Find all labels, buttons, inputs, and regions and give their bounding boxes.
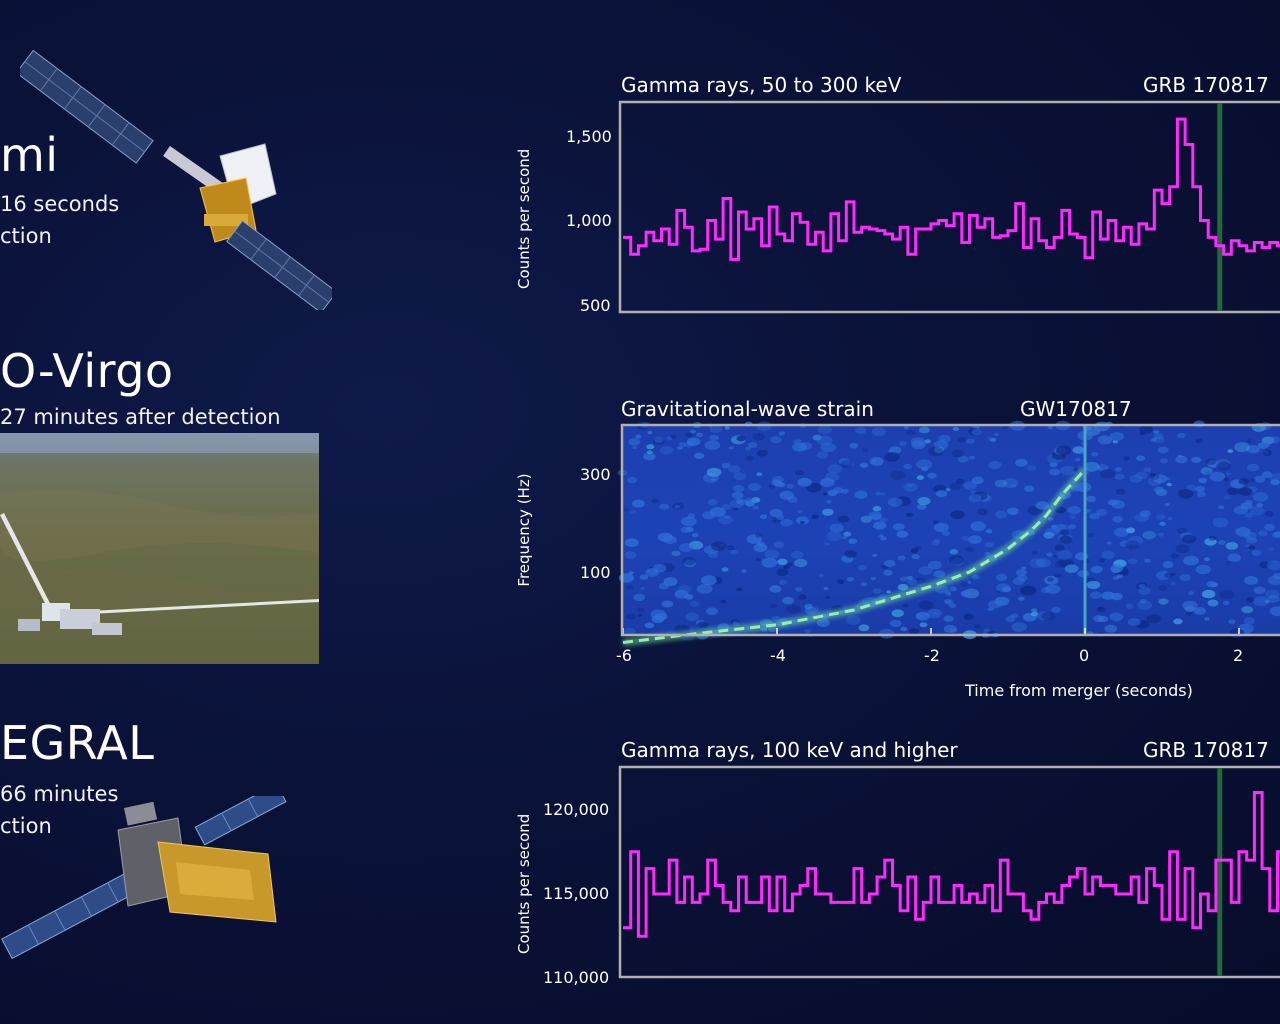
- chart2-ylabel: Frequency (Hz): [515, 473, 533, 587]
- ligo-virgo-title: O-Virgo: [0, 344, 174, 398]
- chart2-title: Gravitational-wave strain: [621, 397, 874, 421]
- spectrogram-noise: [617, 420, 1280, 641]
- chart3-ylabel: Counts per second: [515, 813, 533, 954]
- chart1-title: Gamma rays, 50 to 300 keV: [621, 73, 902, 97]
- chart3-title: Gamma rays, 100 keV and higher: [621, 738, 958, 762]
- fermi-title: mi: [0, 128, 59, 182]
- chart1-ytick-1500: 1,500: [566, 127, 612, 146]
- chart1-ytick-1000: 1,000: [566, 211, 612, 230]
- integral-subtitle-line-1: 66 minutes: [0, 782, 119, 806]
- chart2-xtick-neg2: -2: [924, 646, 940, 665]
- chart2-xtick-2: 2: [1233, 646, 1244, 665]
- chart3-series: [623, 791, 1280, 938]
- chart2-xtick-0: 0: [1079, 646, 1090, 665]
- chart1-series: [623, 117, 1280, 261]
- ligo-observatory-photo: [0, 433, 319, 664]
- chirp-track: [622, 468, 1087, 644]
- fermi-subtitle-line-1: 16 seconds: [0, 192, 120, 216]
- integral-title: EGRAL: [0, 716, 155, 770]
- chart2-xtick-neg6: -6: [616, 646, 632, 665]
- chart1-series-line: [623, 117, 1280, 261]
- chart3-ytick-110000: 110,000: [543, 968, 610, 987]
- fermi-subtitle-line-2: ction: [0, 224, 52, 248]
- chart2-xlabel: Time from merger (seconds): [965, 681, 1193, 700]
- chart1-ylabel: Counts per second: [515, 148, 533, 289]
- chart1-frame: [618, 100, 1280, 314]
- chart2-xtick-neg4: -4: [770, 646, 786, 665]
- integral-satellite-icon: [1, 796, 287, 960]
- chart1-plot: [618, 100, 1280, 314]
- chart2-ytick-100: 100: [580, 563, 611, 582]
- fermi-satellite-icon: [20, 49, 332, 310]
- chart2-plot: [617, 420, 1280, 647]
- chart3-ytick-115000: 115,000: [543, 884, 610, 903]
- chart3-plot: [618, 765, 1280, 979]
- chart2-event-label: GW170817: [1020, 397, 1132, 421]
- ligo-virgo-subtitle: 27 minutes after detection: [0, 405, 281, 429]
- chart3-event-label: GRB 170817: [1143, 738, 1269, 762]
- chart1-ytick-500: 500: [580, 296, 611, 315]
- chart2-ytick-300: 300: [580, 465, 611, 484]
- chart3-series-line: [623, 791, 1280, 938]
- integral-subtitle-line-2: ction: [0, 814, 52, 838]
- chart3-ytick-120000: 120,000: [543, 800, 610, 819]
- chart2-frame: [620, 423, 1280, 637]
- chart1-event-label: GRB 170817: [1143, 73, 1269, 97]
- chart3-frame: [618, 765, 1280, 979]
